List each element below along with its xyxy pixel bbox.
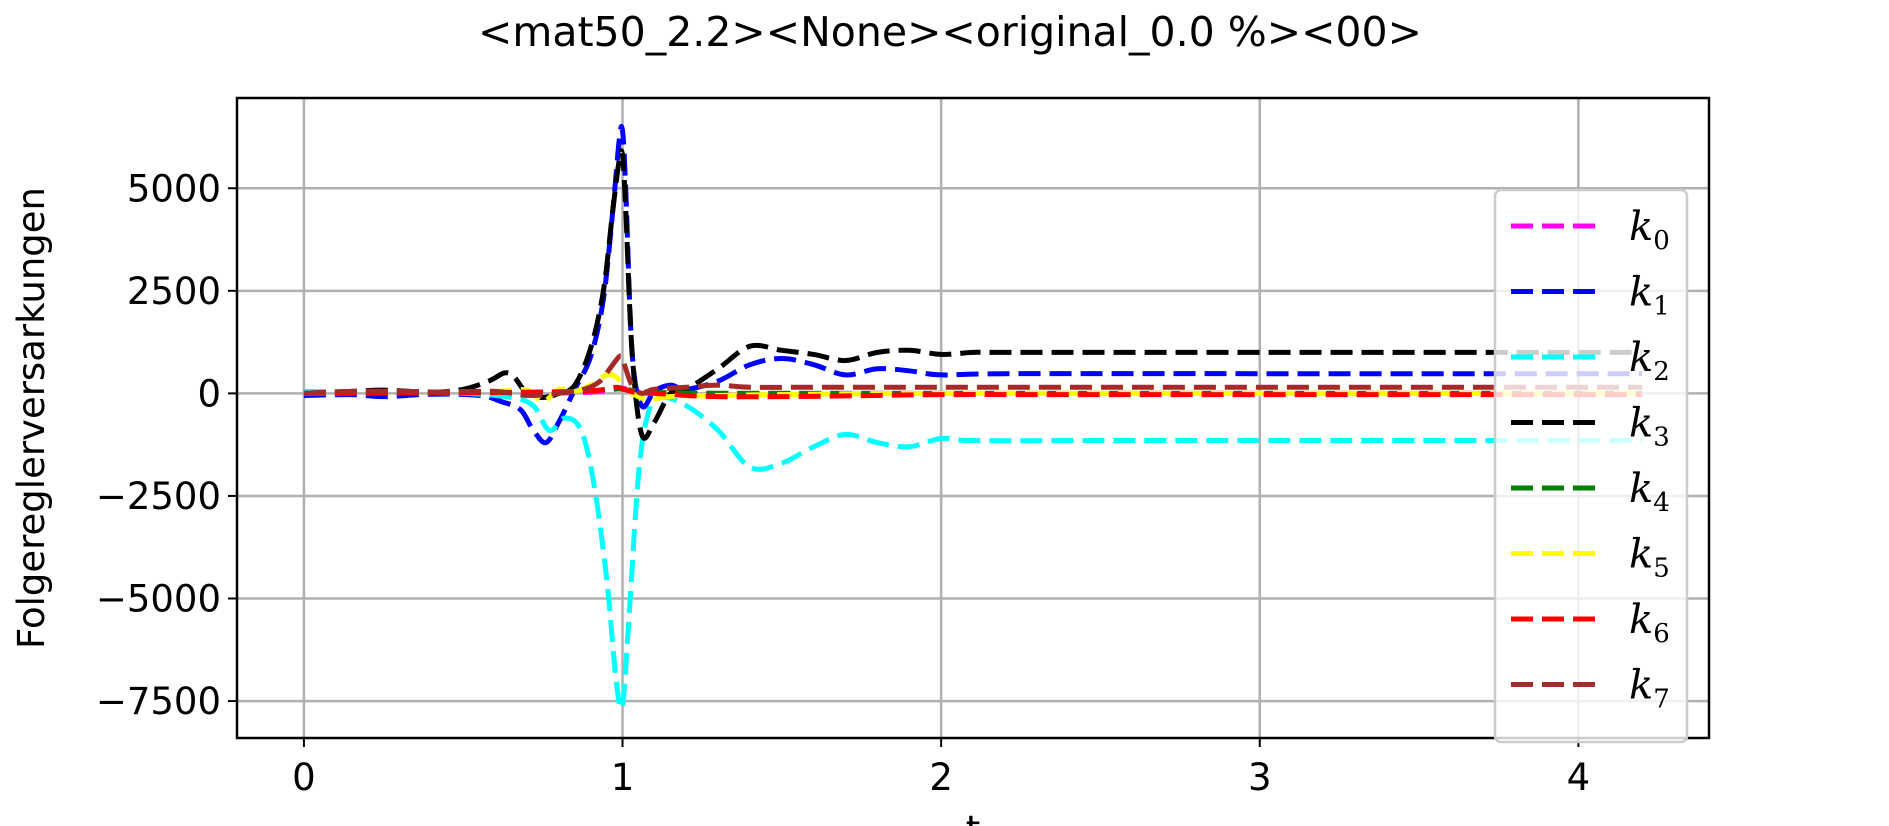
legend-label-k6: k6 [1629, 597, 1670, 649]
legend-label-k3: k3 [1629, 401, 1670, 453]
y-tick-label: −5000 [96, 578, 221, 621]
y-tick-label: −7500 [96, 680, 221, 723]
chart-title: <mat50_2.2><None><original_0.0 %><00> [478, 8, 1422, 56]
series-line-k7 [303, 353, 1643, 398]
x-tick-label: 3 [1248, 756, 1272, 799]
legend-label-k7: k7 [1629, 663, 1670, 715]
legend-box [1493, 188, 1689, 744]
series-lines [303, 123, 1643, 712]
grid [237, 98, 1709, 738]
legend: k0 k1 k2 k3 k4 k5 k6 k7 [1493, 188, 1689, 744]
x-axis-label: t [966, 808, 981, 826]
x-tick-label: 1 [611, 756, 635, 799]
y-tick-label: 2500 [127, 270, 221, 313]
y-tick-label: 0 [197, 372, 221, 415]
tick-labels: 0 1 2 3 4 −7500 −5000 −2500 0 2500 5000 [96, 167, 1590, 799]
legend-label-k2: k2 [1629, 335, 1670, 387]
legend-label-k0: k0 [1629, 204, 1670, 256]
axes-frame [235, 96, 1711, 740]
series-line-k3 [303, 148, 1643, 441]
y-tick-label: 5000 [127, 167, 221, 210]
x-tick-label: 2 [929, 756, 953, 799]
x-tick-label: 0 [292, 756, 316, 799]
x-tick-label: 4 [1567, 756, 1591, 799]
legend-label-k1: k1 [1629, 270, 1670, 322]
series-line-k2 [303, 388, 1643, 712]
y-tick-label: −2500 [96, 475, 221, 518]
legend-label-k4: k4 [1629, 466, 1670, 518]
legend-label-k5: k5 [1629, 532, 1670, 584]
y-axis-label: Folgereglerversarkungen [10, 187, 53, 649]
